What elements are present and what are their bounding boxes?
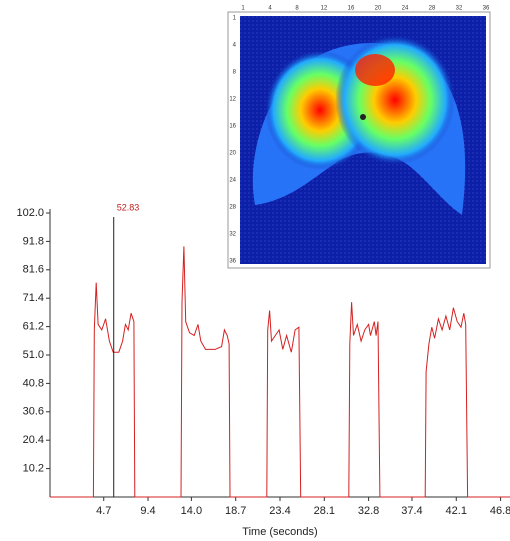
x-tick-label: 46.8 (490, 505, 510, 517)
data-line (50, 246, 510, 497)
inset-heatmap (228, 12, 490, 268)
heat-blob (355, 54, 395, 86)
y-tick-label: 30.6 (23, 406, 44, 418)
x-axis-label: Time (seconds) (242, 526, 317, 538)
y-tick-label: 10.2 (23, 463, 44, 475)
inset-x-tick-label: 12 (321, 6, 328, 12)
x-tick-label: 9.4 (140, 505, 155, 517)
inset-x-tick-label: 36 (483, 6, 490, 12)
y-tick-label: 61.2 (23, 321, 44, 333)
x-tick-label: 28.1 (314, 505, 335, 517)
inset-x-tick-label: 24 (402, 6, 409, 12)
cursor-label: 52.83 (117, 202, 140, 212)
y-tick-label: 51.0 (23, 349, 44, 361)
y-tick-label: 91.8 (23, 235, 44, 247)
x-tick-label: 37.4 (401, 505, 422, 517)
inset-x-tick-label: 16 (348, 6, 355, 12)
x-tick-label: 4.7 (96, 505, 111, 517)
inset-y-tick-label: 28 (229, 205, 236, 211)
inset-y-tick-label: 24 (229, 178, 236, 184)
inset-y-tick-label: 20 (229, 151, 236, 157)
inset-x-tick-label: 32 (456, 6, 463, 12)
chart: 148121620242832361481216202428323610.220… (0, 0, 510, 541)
x-tick-label: 18.7 (225, 505, 246, 517)
x-tick-label: 42.1 (446, 505, 467, 517)
inset-y-tick-label: 36 (229, 259, 236, 265)
inset-x-tick-label: 1 (241, 6, 245, 12)
inset-x-tick-label: 4 (268, 6, 272, 12)
x-tick-label: 32.8 (358, 505, 379, 517)
inset-x-tick-label: 20 (375, 6, 382, 12)
marker (360, 114, 366, 120)
y-tick-label: 40.8 (23, 377, 44, 389)
y-tick-label: 102.0 (16, 207, 44, 219)
inset-y-tick-label: 12 (229, 97, 236, 103)
heat-blob (335, 35, 455, 165)
inset-y-tick-label: 16 (229, 124, 236, 130)
inset-x-tick-label: 28 (429, 6, 436, 12)
y-tick-label: 71.4 (23, 292, 44, 304)
inset-x-tick-label: 8 (295, 6, 299, 12)
y-tick-label: 81.6 (23, 264, 44, 276)
inset-y-tick-label: 32 (229, 232, 236, 238)
y-tick-label: 20.4 (23, 434, 44, 446)
x-tick-label: 14.0 (181, 505, 202, 517)
x-tick-label: 23.4 (269, 505, 290, 517)
